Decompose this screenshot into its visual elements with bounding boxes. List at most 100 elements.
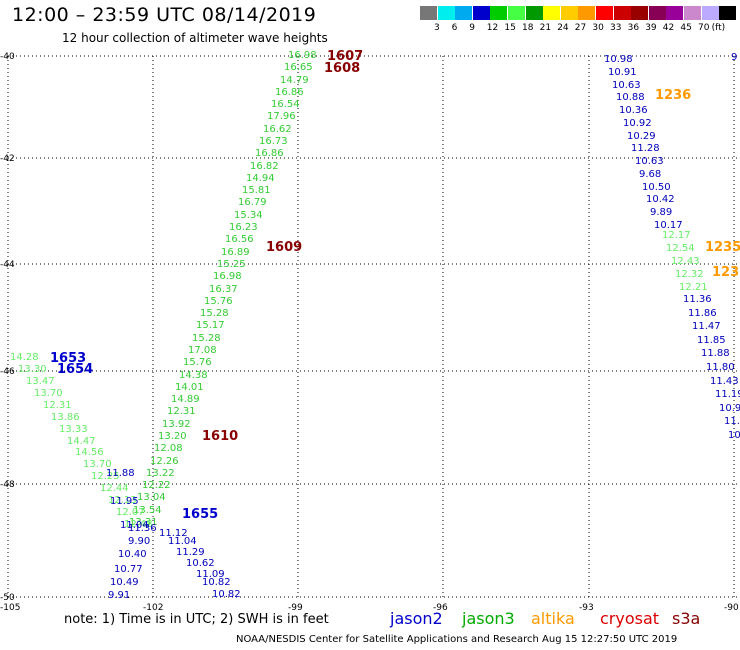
swh-value-label: 11.80 [706, 362, 735, 373]
swh-value-label: 13.92 [162, 419, 191, 430]
swh-value-label: 16.98 [288, 50, 317, 61]
swh-value-label: 9.89 [650, 207, 673, 218]
pass-time-label: 1654 [57, 362, 94, 377]
pass-time-label: 1236 [655, 88, 692, 103]
swh-value-label: 15.34 [234, 210, 263, 221]
swh-value-label: 14.89 [171, 394, 200, 405]
swh-value-label: 11.04 [120, 520, 149, 531]
colorbar-swatch [490, 6, 508, 20]
edge-label: 9 [731, 52, 738, 63]
swh-value-label: 9.90 [128, 536, 151, 547]
swh-value-label: 10.29 [627, 131, 656, 142]
footer-credit: NOAA/NESDIS Center for Satellite Applica… [236, 634, 678, 645]
swh-value-label: 16.54 [271, 99, 300, 110]
mission-legend-s3a: s3a [672, 609, 701, 628]
swh-value-label: 17.96 [267, 111, 296, 122]
swh-value-label: 16.79 [238, 197, 267, 208]
swh-value-label: 13.70 [34, 388, 63, 399]
longitude-label: -99 [288, 603, 303, 613]
colorbar-tick-label: 70 [698, 23, 710, 33]
swh-value-label: 11.29 [176, 547, 205, 558]
swh-value-label: 13.54 [133, 505, 162, 516]
colorbar-tick-label: 15 [504, 23, 516, 33]
colorbar-tick-label: 12 [486, 23, 499, 33]
swh-value-label: 10.49 [110, 577, 139, 588]
swh-value-label: 14.79 [280, 75, 309, 86]
swh-value-label: 15.28 [200, 308, 229, 319]
swh-value-label: 12.26 [150, 456, 179, 467]
swh-value-label: 13.31 [129, 517, 158, 528]
colorbar-tick-label: 24 [557, 23, 569, 33]
swh-value-label: 14.01 [175, 382, 204, 393]
longitude-label: -102 [143, 603, 164, 613]
swh-value-label: 17.08 [188, 345, 217, 356]
swh-value-label: 13.70 [83, 459, 112, 470]
swh-value-label: 16.62 [263, 124, 292, 135]
swh-value-label: 12.25 [91, 471, 120, 482]
swh-value-label: 12.32 [675, 269, 704, 280]
colorbar-tick-label: 42 [662, 23, 675, 33]
swh-value-label: 13.04 [137, 492, 166, 503]
swh-value-label: 14.47 [67, 436, 96, 447]
pass-time-label: 1653 [50, 351, 87, 366]
swh-value-label: 10.63 [635, 156, 664, 167]
swh-value-label: 11.36 [683, 294, 712, 305]
colorbar-swatch [472, 6, 490, 20]
swh-value-label: 15.17 [196, 320, 225, 331]
swh-value-label: 15.76 [183, 357, 212, 368]
swh-value-label: 11.95 [110, 496, 139, 507]
swh-value-label: 11.47 [692, 321, 721, 332]
swh-value-label: 13.30 [18, 364, 47, 375]
swh-value-label: 10.63 [612, 80, 641, 91]
swh-value-label: 16.73 [259, 136, 288, 147]
colorbar-tick-label: 6 [451, 23, 458, 33]
pass-time-label: 1608 [324, 61, 361, 76]
colorbar-swatch [525, 6, 543, 20]
swh-value-label: 10.92 [623, 118, 652, 129]
colorbar-swatch [666, 6, 684, 20]
swh-value-label: 12.31 [167, 406, 196, 417]
swh-value-label: 16.86 [275, 87, 304, 98]
colorbar-swatch [701, 6, 719, 20]
pass-time-label: 1235 [705, 240, 740, 255]
swh-value-label: 13.47 [26, 376, 55, 387]
swh-value-label: 12.31 [43, 400, 72, 411]
colorbar-swatch [648, 6, 666, 20]
colorbar-tick-label: 21 [539, 23, 552, 33]
swh-value-label: 11.85 [697, 335, 726, 346]
swh-value-label: 12.08 [154, 443, 183, 454]
colorbar-tick-label: 30 [592, 23, 604, 33]
swh-value-label: 16.86 [255, 148, 284, 159]
colorbar-tick-label: 9 [469, 23, 475, 33]
swh-value-label: 10.42 [646, 194, 675, 205]
latitude-label: -50 [0, 593, 15, 603]
colorbar-swatch [420, 6, 437, 20]
swh-value-label: 11.19 [715, 389, 740, 400]
swh-value-label: 12.22 [142, 480, 171, 491]
swh-value-label: 10.77 [114, 564, 143, 575]
colorbar-tick-label: 3 [434, 23, 440, 33]
swh-value-label: 13.33 [59, 424, 88, 435]
swh-value-label: 14.28 [10, 352, 39, 363]
colorbar-swatch [631, 6, 649, 20]
longitude-label: -90 [724, 603, 739, 613]
colorbar-swatch [560, 6, 578, 20]
mission-legend-altika: altika [531, 609, 575, 628]
swh-value-label: 12.54 [666, 243, 695, 254]
colorbar-swatch [719, 6, 737, 20]
swh-value-label: 11.88 [106, 468, 135, 479]
colorbar-swatch [455, 6, 473, 20]
swh-value-label: 15.28 [192, 333, 221, 344]
swh-value-label: 10 [728, 430, 740, 441]
swh-value-label: 12.17 [662, 230, 691, 241]
swh-value-label: 16.65 [284, 62, 313, 73]
latitude-label: -46 [0, 367, 15, 377]
swh-value-label: 12.44 [100, 483, 129, 494]
colorbar-swatch [437, 6, 455, 20]
swh-value-label: 11. [724, 416, 740, 427]
swh-value-label: 10.82 [202, 577, 231, 588]
swh-value-label: 11.04 [168, 536, 197, 547]
colorbar-tick-label: 36 [627, 23, 640, 33]
colorbar-swatch [684, 6, 701, 20]
